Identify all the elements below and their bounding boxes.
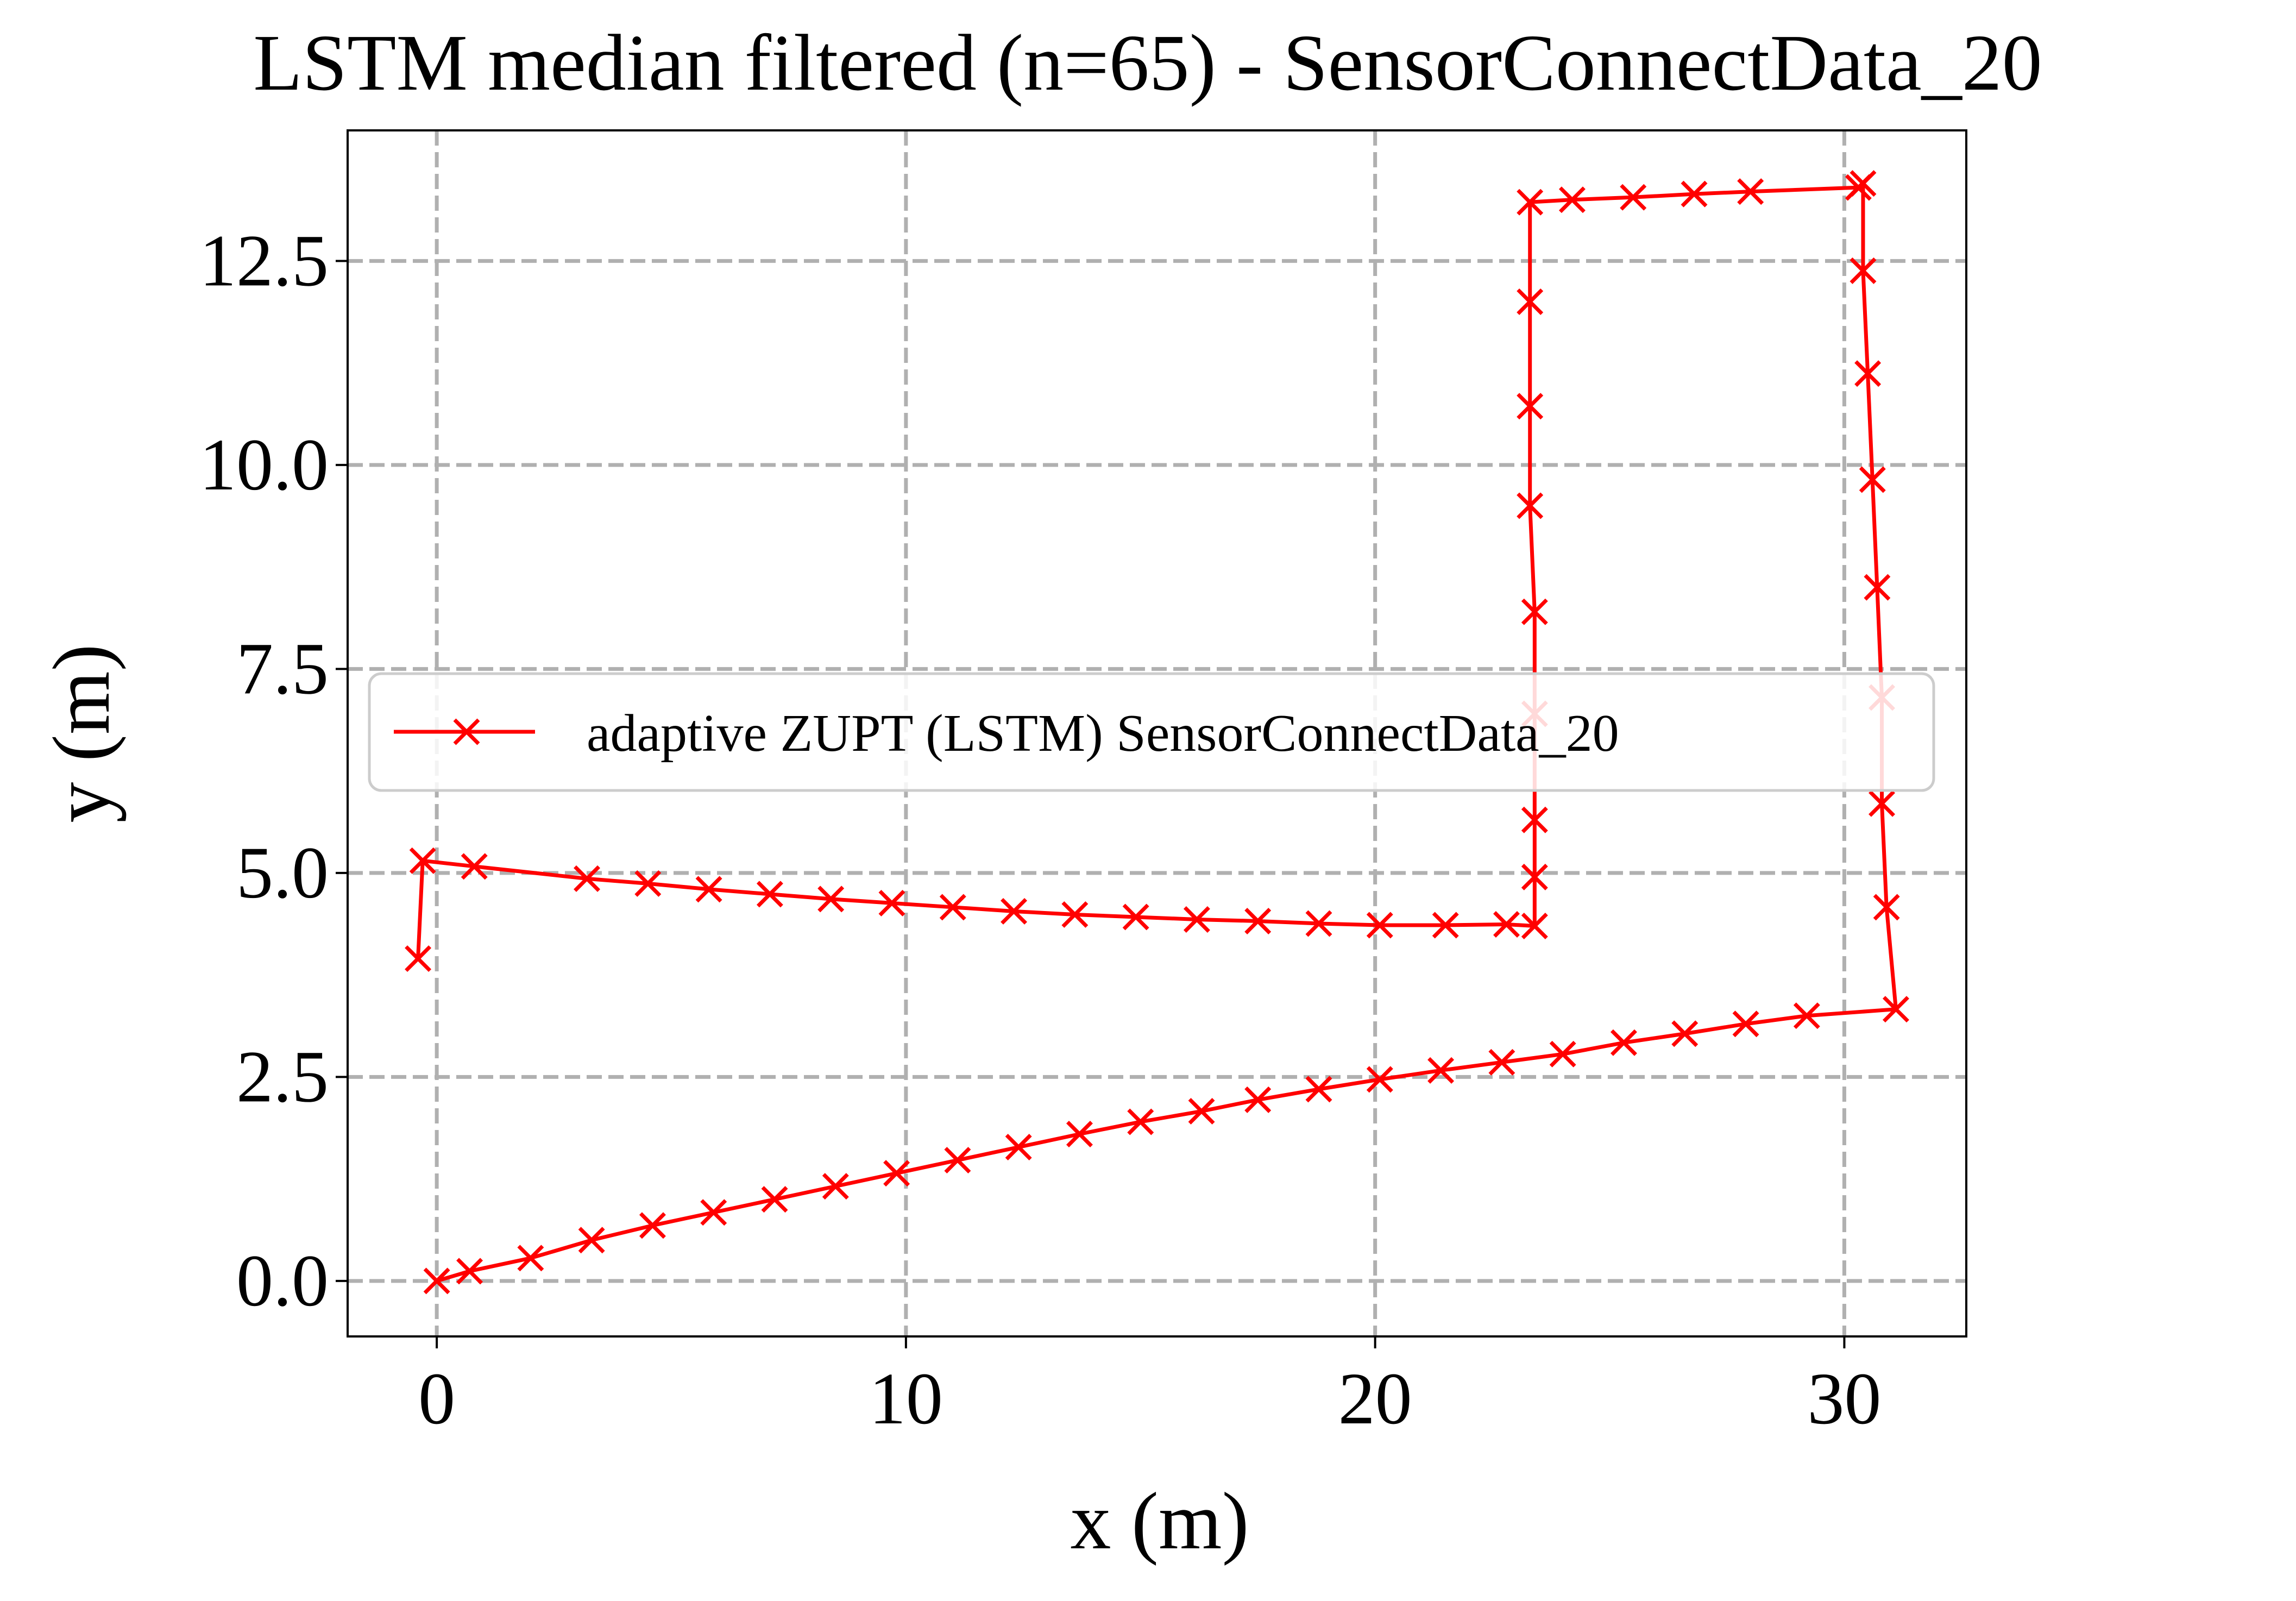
- data-point-marker: [695, 876, 722, 903]
- x-axis-label: x (m): [1070, 1476, 1249, 1566]
- data-point-marker: [1521, 806, 1548, 833]
- data-point-marker: [1517, 492, 1544, 519]
- data-point-marker: [461, 853, 488, 880]
- x-tick-label: 0: [418, 1358, 455, 1440]
- data-point-marker: [1517, 288, 1544, 315]
- data-point-marker: [1845, 174, 1872, 201]
- data-point-marker: [1005, 1134, 1032, 1161]
- data-point-marker: [939, 894, 966, 921]
- data-point-marker: [574, 865, 600, 892]
- data-point-marker: [1188, 1097, 1215, 1125]
- y-tick-label: 7.5: [236, 628, 329, 710]
- y-axis-label: y (m): [36, 644, 127, 823]
- y-tick-label: 2.5: [236, 1036, 329, 1117]
- data-point-marker: [1873, 894, 1900, 921]
- legend: adaptive ZUPT (LSTM) SensorConnectData_2…: [368, 672, 1935, 792]
- y-tick-label: 5.0: [236, 832, 329, 914]
- data-point-marker: [1737, 178, 1764, 205]
- data-point-marker: [1558, 186, 1586, 214]
- data-point-marker: [1671, 1020, 1699, 1047]
- data-point-marker: [761, 1186, 788, 1213]
- y-tick-label: 10.0: [199, 424, 329, 506]
- data-point-marker: [700, 1199, 727, 1226]
- y-tick-label: 12.5: [199, 220, 329, 302]
- data-point-marker: [1517, 393, 1544, 420]
- data-point-marker: [1366, 1066, 1393, 1093]
- data-point-marker: [639, 1212, 666, 1239]
- data-point-marker: [1244, 907, 1272, 934]
- data-point-marker: [409, 847, 436, 874]
- data-point-marker: [1305, 1076, 1332, 1103]
- data-point-marker: [517, 1245, 544, 1272]
- data-point-marker: [1066, 1121, 1093, 1147]
- y-tick-label: 0.0: [236, 1240, 329, 1322]
- data-point-marker: [1620, 184, 1647, 211]
- data-point-marker: [1061, 901, 1089, 928]
- data-point-marker: [1850, 257, 1877, 284]
- data-point-marker: [822, 1173, 849, 1200]
- data-point-marker: [1854, 360, 1882, 387]
- data-point-marker: [578, 1227, 605, 1254]
- legend-box: [368, 672, 1935, 792]
- legend-entry-label: adaptive ZUPT (LSTM) SensorConnectData_2…: [587, 704, 1619, 763]
- data-point-marker: [1427, 1057, 1455, 1084]
- data-point-marker: [1681, 180, 1708, 208]
- data-point-marker: [1432, 912, 1459, 939]
- axes-frame: [347, 129, 1967, 1338]
- data-point-marker: [1122, 903, 1149, 931]
- x-tick-label: 10: [869, 1358, 943, 1440]
- ticks: 0 10 20 30 0.0 2.5 5.0 7.5 10.0 12.5: [199, 220, 1881, 1440]
- data-point-marker: [1244, 1086, 1272, 1113]
- series-layer: [405, 170, 1909, 1295]
- data-point-marker: [423, 1267, 450, 1295]
- chart-title: LSTM median filtered (n=65) - SensorConn…: [253, 18, 2042, 108]
- data-point-marker: [1521, 913, 1548, 939]
- data-point-marker: [1864, 574, 1891, 601]
- data-point-marker: [1610, 1029, 1637, 1056]
- data-point-marker: [1001, 897, 1028, 925]
- data-point-marker: [756, 881, 783, 908]
- data-point-marker: [1183, 906, 1210, 933]
- x-tick-label: 30: [1807, 1358, 1881, 1440]
- data-point-marker: [944, 1147, 971, 1174]
- data-point-marker: [817, 886, 845, 913]
- data-point-marker: [1869, 790, 1895, 817]
- data-point-marker: [1859, 466, 1886, 493]
- data-point-marker: [1517, 189, 1544, 216]
- data-point-marker: [1521, 598, 1548, 625]
- data-point-marker: [405, 945, 432, 972]
- data-point-marker: [1366, 912, 1393, 939]
- data-point-marker: [634, 870, 662, 897]
- data-point-marker: [878, 889, 905, 916]
- legend-marker-icon: [453, 718, 480, 745]
- data-point-marker: [1549, 1040, 1576, 1068]
- data-point-marker: [456, 1258, 483, 1285]
- data-point-marker: [1493, 911, 1520, 938]
- grid: [348, 130, 1966, 1336]
- data-point-marker: [1882, 996, 1909, 1023]
- data-point-marker: [1488, 1049, 1515, 1076]
- data-point-marker: [1732, 1010, 1759, 1038]
- data-point-marker: [1793, 1002, 1820, 1029]
- data-point-marker: [1127, 1108, 1154, 1135]
- data-point-marker: [1521, 863, 1548, 890]
- x-tick-label: 20: [1338, 1358, 1412, 1440]
- data-point-marker: [1305, 910, 1332, 937]
- data-point-marker: [883, 1160, 910, 1187]
